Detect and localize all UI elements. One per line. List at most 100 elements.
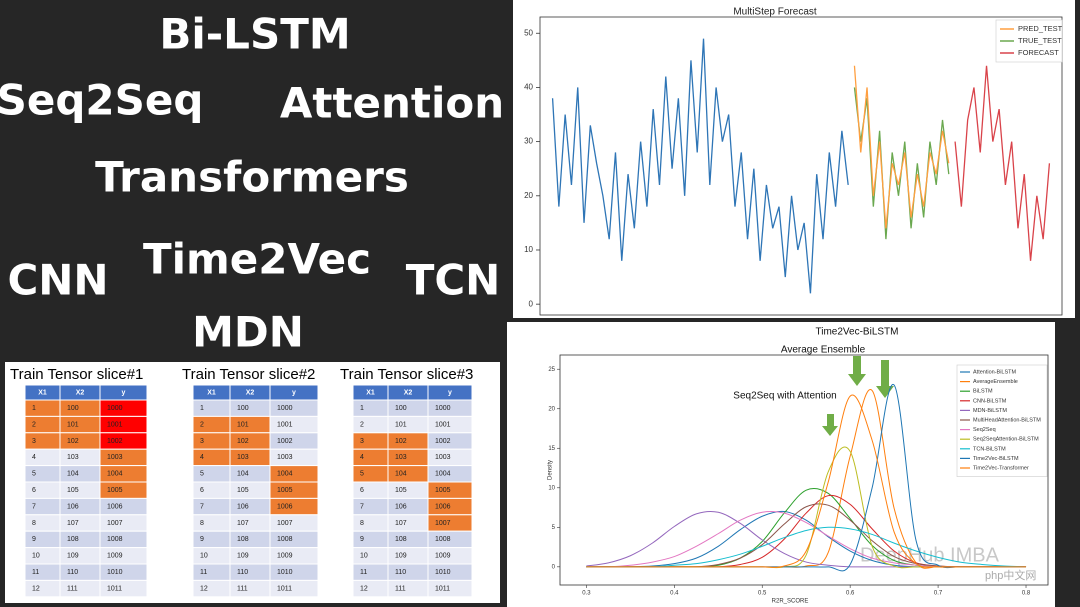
table-cell [24, 547, 61, 565]
cell-text: 108 [395, 536, 407, 543]
table-cell [229, 432, 271, 450]
cell-text: 7 [360, 503, 364, 510]
table-cell [229, 514, 271, 532]
cell-text: 111 [237, 585, 248, 592]
cell-text: 101 [67, 421, 79, 428]
table-cell [387, 448, 429, 467]
cell-text: 6 [200, 487, 204, 494]
cell-text: 1005 [107, 487, 123, 494]
table-cell [229, 465, 271, 483]
cell-text: 100 [67, 405, 79, 412]
cell-text: 4 [200, 454, 204, 461]
legend-box [956, 364, 1048, 477]
cell-text: 9 [360, 536, 364, 543]
cell-text: 103 [395, 454, 407, 461]
cell-text: 103 [67, 454, 79, 461]
cell-text: 1002 [107, 438, 123, 445]
density-curve [586, 394, 1027, 568]
cell-text: 4 [32, 454, 36, 461]
arrow [822, 414, 838, 436]
y-tick-label: 50 [524, 28, 533, 37]
cell-text: 1003 [107, 454, 123, 461]
table-cell [387, 514, 429, 532]
legend-label: FORECAST [1018, 48, 1059, 57]
table-cell [24, 415, 61, 434]
table-cell [352, 514, 389, 532]
y-tick-label: 0 [552, 564, 556, 570]
density-frame [559, 354, 1049, 586]
line-series [853, 65, 950, 229]
table-cell [352, 399, 389, 417]
table-cell [192, 432, 231, 450]
table-title: Train Tensor slice#3 [340, 366, 473, 383]
table-cell [59, 563, 101, 581]
table-cell [352, 415, 389, 434]
cell-text: 7 [200, 503, 204, 510]
cell-text: 104 [395, 471, 407, 478]
cell-text: 100 [395, 405, 407, 412]
cell-text: 3 [360, 438, 364, 445]
cell-text: 1009 [107, 553, 123, 560]
table-cell [192, 530, 231, 549]
cell-text: 110 [395, 569, 406, 576]
cell-text: 10 [360, 553, 368, 560]
header-label: y [122, 389, 126, 396]
table-cell [59, 579, 101, 598]
cell-text: 1001 [277, 421, 293, 428]
keyword: MDN [192, 308, 304, 357]
cell-text: 12 [200, 585, 208, 592]
x-tick-label: 0.8 [1022, 591, 1031, 597]
cell-text: 109 [237, 553, 249, 560]
cell-text: 1005 [277, 487, 293, 494]
cell-text: 102 [237, 438, 249, 445]
cell-text: 8 [200, 520, 204, 527]
cell-text: 1008 [435, 536, 451, 543]
table-cell [387, 415, 429, 434]
table-title: Train Tensor slice#1 [10, 366, 143, 383]
cell-text: 106 [237, 503, 249, 510]
table-cell [24, 497, 61, 516]
y-tick-label: 10 [524, 245, 533, 254]
cell-text: 12 [360, 585, 368, 592]
cell-text: 1006 [107, 503, 123, 510]
keyword: Seq2Seq [0, 76, 203, 125]
cell-text: 5 [200, 471, 204, 478]
keyword: TCN [406, 256, 501, 305]
table-cell [229, 547, 271, 565]
legend-label: AverageEnsemble [973, 379, 1018, 385]
cell-text: 107 [395, 520, 407, 527]
y-tick-label: 20 [548, 406, 555, 412]
cell-text: 1008 [277, 536, 293, 543]
cell-text: 4 [360, 454, 364, 461]
cell-text: 110 [237, 569, 248, 576]
cell-text: 9 [200, 536, 204, 543]
forecast-panel [513, 0, 1075, 318]
cell-text: 1010 [107, 569, 123, 576]
cell-text: 1010 [277, 569, 293, 576]
cell-text: 12 [32, 585, 40, 592]
cell-text: 3 [32, 438, 36, 445]
table-cell [24, 563, 61, 581]
cell-text: 107 [67, 520, 79, 527]
table-cell [387, 497, 429, 516]
cell-text: 1006 [277, 503, 293, 510]
cell-text: 105 [395, 487, 407, 494]
table-cell [387, 530, 429, 549]
legend-label: MultiHeadAttention-BiLSTM [973, 417, 1041, 423]
table-cell [59, 481, 101, 499]
cell-text: 2 [360, 421, 364, 428]
x-tick-label: 0.6 [846, 591, 855, 597]
table-cell [387, 579, 429, 598]
cell-text: 1 [360, 405, 364, 412]
table-cell [24, 514, 61, 532]
annotation: Seq2Seq with Attention [733, 391, 836, 402]
table-cell [352, 547, 389, 565]
line-series [551, 38, 849, 294]
legend-label: Attention-BiLSTM [973, 369, 1017, 375]
table-cell [192, 448, 231, 467]
table-cell [352, 465, 389, 483]
cell-text: 3 [200, 438, 204, 445]
table-cell [59, 415, 101, 434]
header-label: X2 [246, 389, 255, 396]
